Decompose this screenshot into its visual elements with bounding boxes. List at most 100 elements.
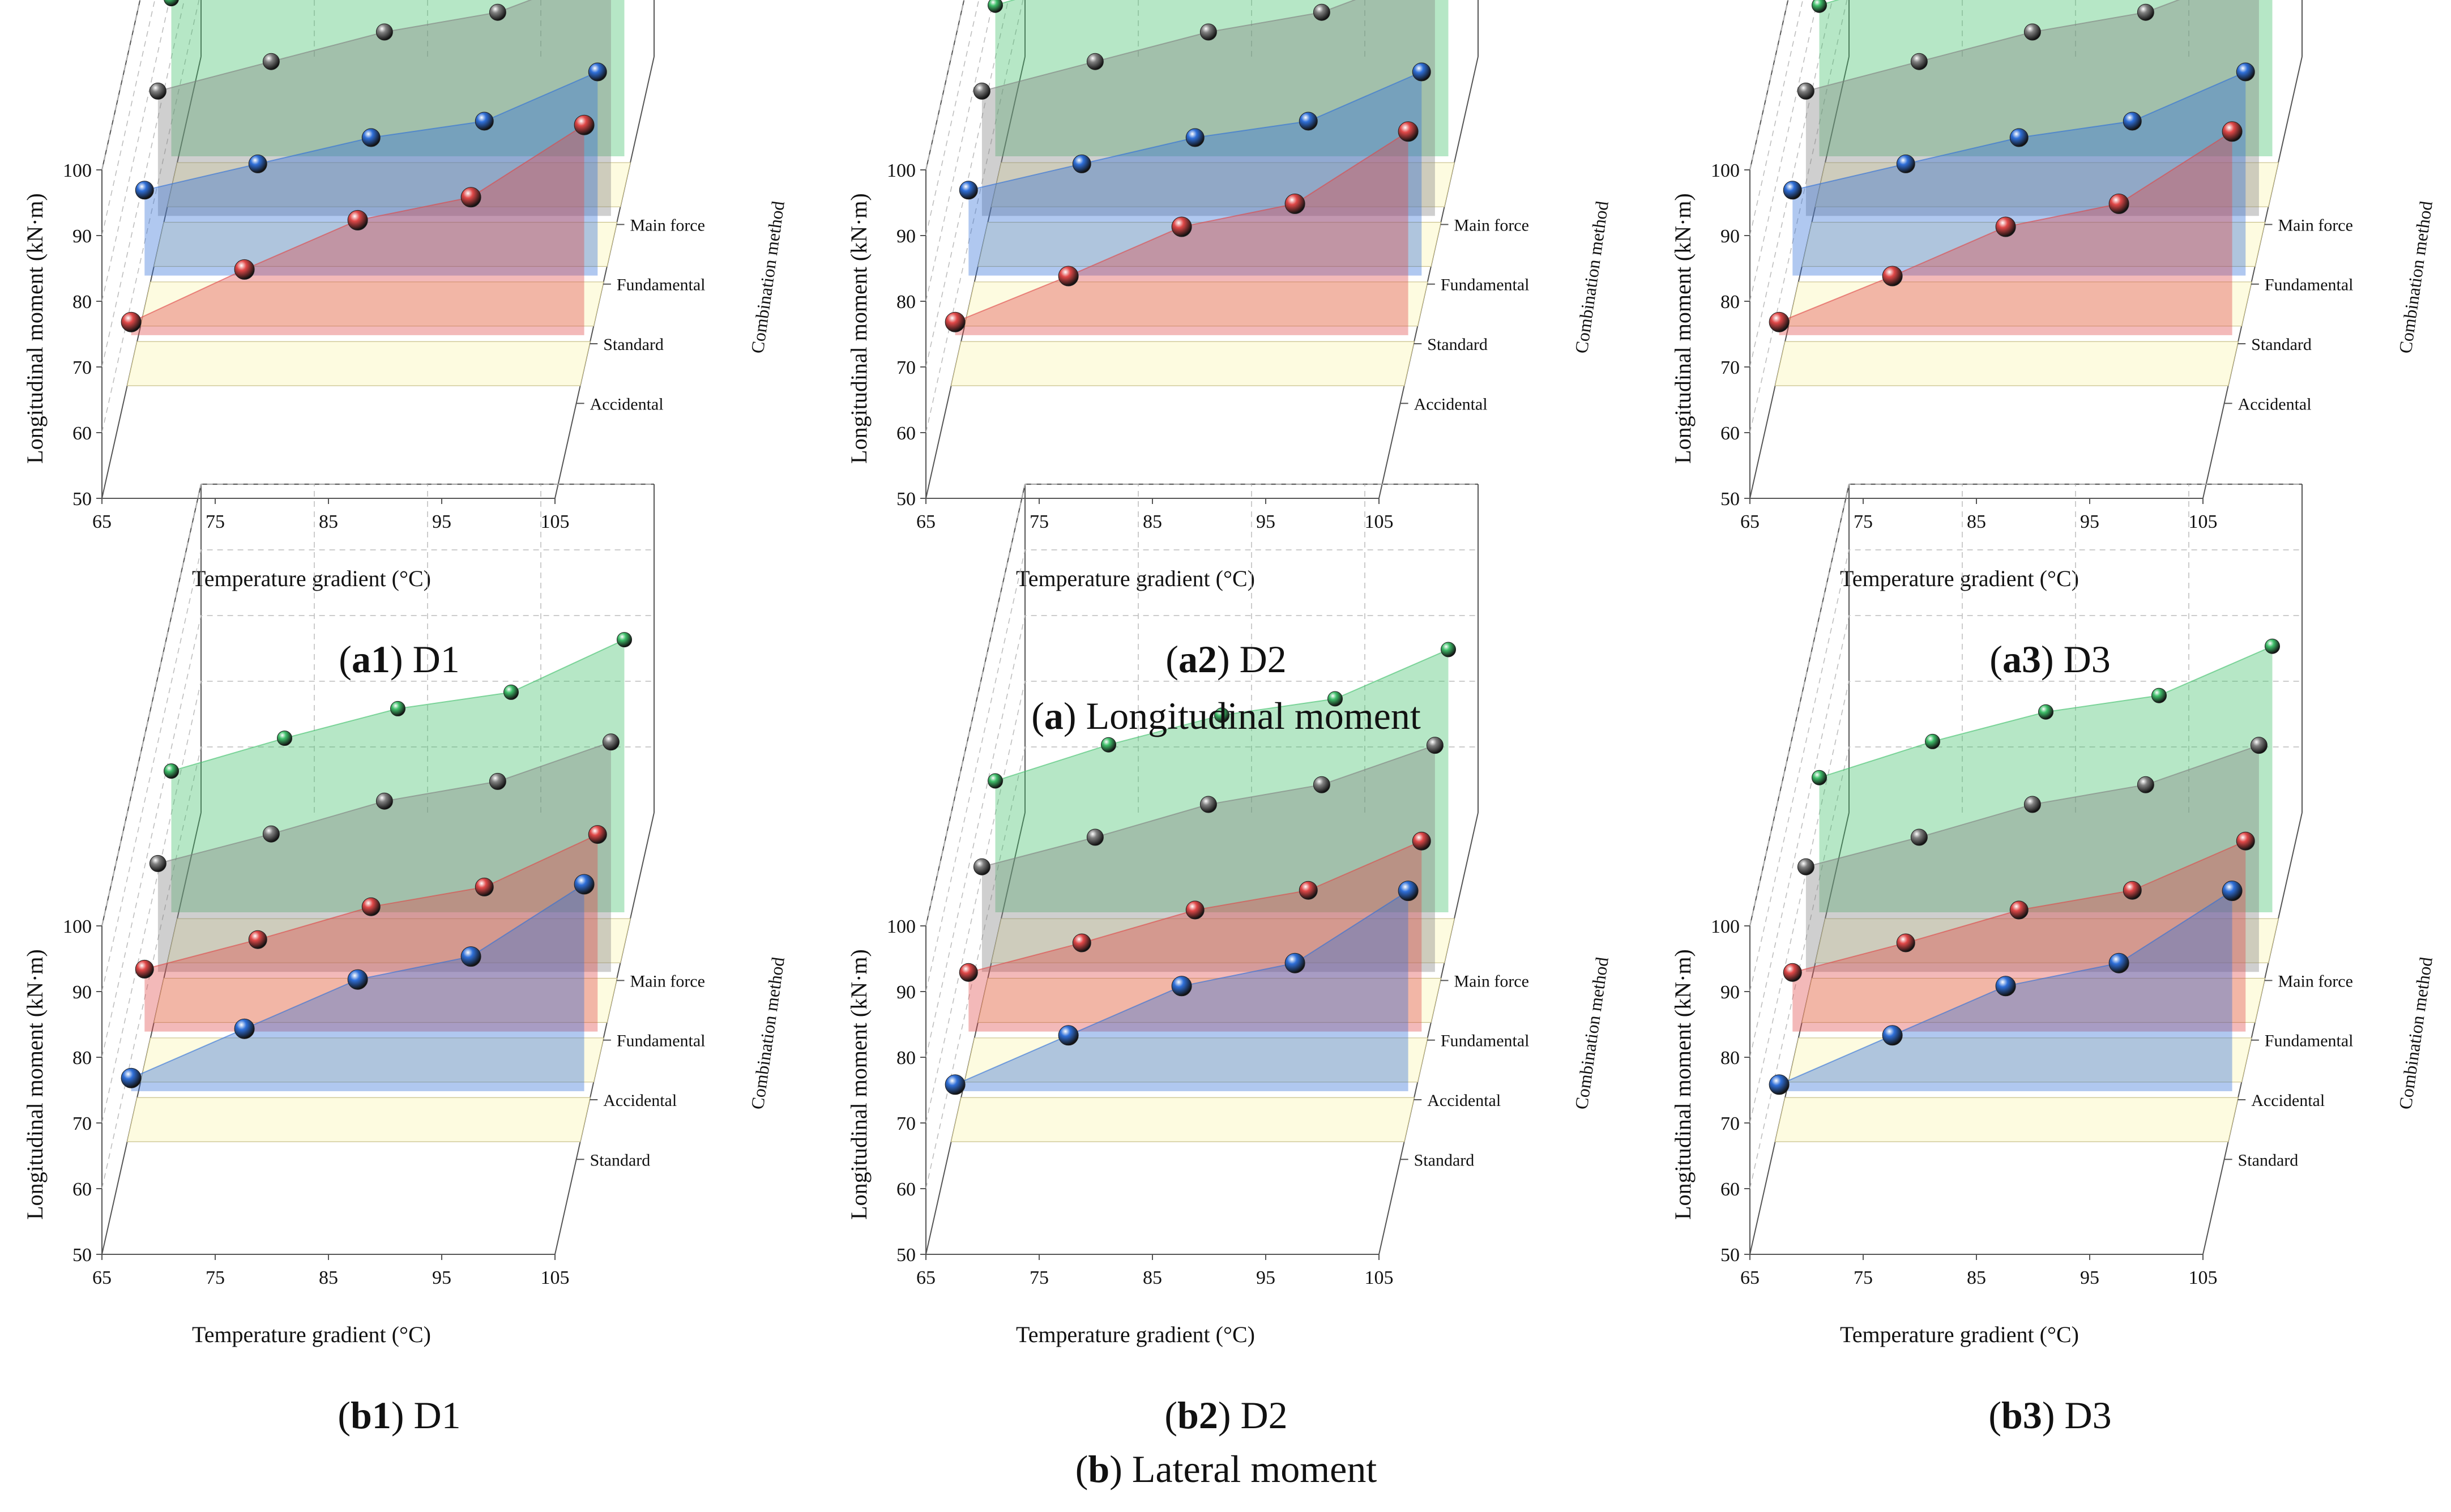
x-tick-label-65: 65 [1740, 511, 1760, 532]
y-tick-label-60: 60 [896, 1179, 916, 1200]
data-point-fundamental-65 [1797, 858, 1814, 875]
gridlines [101, 0, 541, 433]
x-axis-title: Temperature gradient (°C) [1840, 1322, 2079, 1347]
y-tick-label-60: 60 [1720, 423, 1740, 444]
data-point-fundamental-85 [2023, 796, 2041, 813]
x-axis-title: Temperature gradient (°C) [1840, 566, 2079, 591]
floor-band-accidental [1788, 1037, 2252, 1083]
chart-panel-a3: 50 60 70 80 90 100 65 75 85 95 105 Accidental Standa… [1648, 0, 2451, 612]
data-point-standard-65 [1783, 181, 1802, 200]
data-point-standard-105 [588, 62, 607, 82]
data-point-main-force-95 [503, 684, 519, 700]
gridlines [1749, 484, 2302, 1189]
floor-band-accidental [950, 341, 1415, 386]
x-tick-label-95: 95 [2080, 1267, 2099, 1288]
z-tick-label-standard: Standard [2238, 1151, 2299, 1169]
z-axis-line [1378, 812, 1479, 1255]
caption-a2: (a2) D2 [1165, 638, 1287, 681]
x-tick-label-95: 95 [432, 511, 451, 532]
z-tick-label-standard: Standard [1414, 1151, 1475, 1169]
series-area-main-force [1819, 646, 2273, 912]
series-area-accidental [144, 834, 598, 1032]
data-point-accidental-85 [1995, 216, 2016, 237]
z-tick-label-standard: Standard [590, 1151, 651, 1169]
data-point-fundamental-85 [375, 23, 393, 41]
group-caption-b: (b) Lateral moment [1075, 1447, 1377, 1490]
data-point-main-force-105 [1441, 642, 1456, 657]
z-tick-label-main-force: Main force [630, 216, 705, 234]
data-point-standard-95 [2108, 953, 2129, 973]
floor-band-standard [126, 1097, 591, 1142]
data-point-standard-65 [121, 1067, 142, 1088]
series-area-accidental [1792, 841, 2246, 1032]
gridline-y-90 [925, 549, 1478, 992]
data-point-fundamental-95 [489, 772, 506, 790]
x-tick-label-75: 75 [1030, 511, 1049, 532]
data-point-fundamental-65 [149, 855, 166, 872]
floor-left-edge [101, 56, 202, 499]
series-area-main-force [171, 0, 625, 156]
data-point-standard-65 [959, 181, 978, 200]
gridline-y-60 [101, 746, 654, 1189]
data-point-main-force-65 [164, 0, 179, 7]
data-point-accidental-95 [1299, 881, 1318, 900]
z-axis-line [2202, 56, 2303, 499]
z-tick-label-standard: Standard [2251, 335, 2312, 354]
chart-svg-a3: 50 60 70 80 90 100 65 75 85 95 105 Accidental Standa… [1670, 0, 2436, 591]
y-tick-label-70: 70 [1720, 1113, 1740, 1134]
gridline-y-60 [925, 746, 1478, 1189]
data-point-standard-85 [361, 128, 381, 147]
y-tick-label-70: 70 [896, 357, 916, 378]
z-axis-line [1378, 56, 1479, 499]
y-tick-label-90: 90 [72, 226, 92, 247]
data-point-fundamental-65 [149, 82, 166, 100]
data-point-fundamental-85 [375, 792, 393, 810]
floor-band-standard [1788, 281, 2252, 327]
data-point-standard-65 [1769, 1074, 1790, 1095]
chart-panel-a2: 50 60 70 80 90 100 65 75 85 95 105 Accidental Standa… [824, 0, 1628, 612]
y-tick-label-60: 60 [72, 1179, 92, 1200]
chart-svg-b3: 50 60 70 80 90 100 65 75 85 95 105 Standard Accident… [1670, 484, 2436, 1347]
gridline-y-80 [925, 615, 1478, 1058]
chart-panel-a1: 50 60 70 80 90 100 65 75 85 95 105 Accidental Standa… [0, 0, 804, 612]
z-tick-label-fundamental: Fundamental [1441, 1032, 1530, 1050]
floor-band-accidental [140, 1037, 604, 1083]
gridline-y-100 [101, 484, 654, 926]
data-point-accidental-65 [959, 963, 978, 982]
data-point-fundamental-75 [1910, 53, 1928, 70]
data-point-standard-65 [135, 181, 154, 200]
data-point-accidental-95 [2108, 193, 2129, 214]
data-point-accidental-95 [1284, 193, 1305, 214]
y-tick-label-60: 60 [72, 423, 92, 444]
data-point-main-force-65 [1812, 0, 1827, 13]
z-axis-title: Combination method [1571, 956, 1612, 1110]
caption-b3: (b3) D3 [1988, 1394, 2112, 1437]
data-point-main-force-75 [277, 731, 292, 746]
z-tick-label-accidental: Accidental [1427, 1091, 1501, 1110]
floor-left-edge [925, 812, 1026, 1255]
series-area-fundamental [981, 745, 1435, 972]
gridline-y-70 [925, 681, 1478, 1124]
x-tick-label-75: 75 [1030, 1267, 1049, 1288]
gridline-y-90 [1749, 549, 2302, 992]
tick-labels: 50 60 70 80 90 100 65 75 85 95 105 Standard Accident… [887, 916, 1530, 1288]
tick-labels: 50 60 70 80 90 100 65 75 85 95 105 Standard Accident… [63, 916, 706, 1288]
gridline-y-100 [1749, 484, 2302, 926]
series-area-fundamental [1805, 745, 2259, 972]
series-area-main-force [995, 650, 1449, 912]
z-tick-label-accidental: Accidental [603, 1091, 677, 1110]
data-point-fundamental-105 [602, 733, 620, 751]
gridline-y-100 [925, 484, 1478, 926]
y-tick-label-50: 50 [896, 489, 916, 510]
floor-band-fundamental [977, 221, 1442, 267]
tick-labels: 50 60 70 80 90 100 65 75 85 95 105 Accidental Standa… [63, 160, 706, 532]
floor-band-standard [950, 1097, 1415, 1142]
y-tick-label-100: 100 [63, 160, 92, 181]
z-axis-title: Combination method [747, 200, 788, 354]
x-tick-label-95: 95 [1256, 1267, 1275, 1288]
data-point-accidental-65 [1783, 963, 1802, 982]
series-area-fundamental [981, 0, 1435, 216]
x-tick-label-75: 75 [1854, 511, 1873, 532]
x-tick-label-85: 85 [1967, 1267, 1986, 1288]
data-point-standard-85 [2009, 128, 2029, 147]
